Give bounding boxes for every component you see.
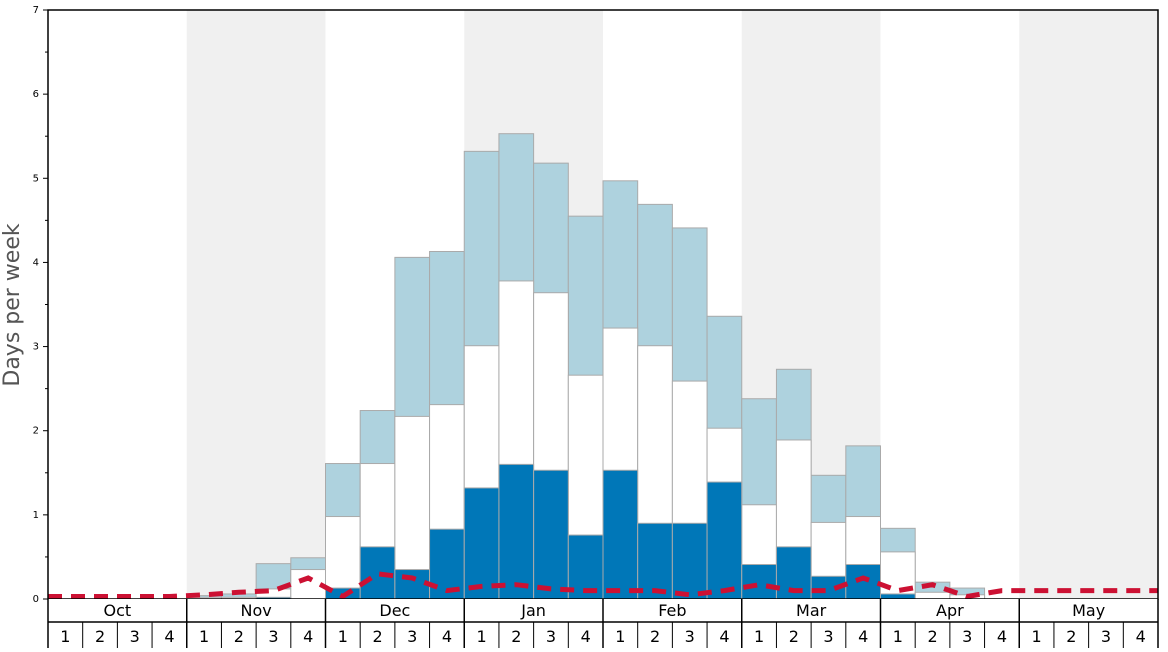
week-label-nov-4: 4 bbox=[303, 627, 313, 646]
week-label-dec-1: 1 bbox=[338, 627, 348, 646]
bar-lower-feb-1 bbox=[602, 469, 639, 600]
y-tick-label-3: 3 bbox=[33, 342, 39, 353]
week-label-apr-2: 2 bbox=[927, 627, 937, 646]
week-label-nov-1: 1 bbox=[199, 627, 209, 646]
week-label-feb-4: 4 bbox=[719, 627, 729, 646]
week-label-apr-3: 3 bbox=[962, 627, 972, 646]
y-tick-label-4: 4 bbox=[33, 257, 39, 268]
week-label-dec-4: 4 bbox=[442, 627, 452, 646]
y-tick-label-0: 0 bbox=[33, 594, 39, 605]
month-label-mar: Mar bbox=[796, 601, 827, 620]
y-tick-label-5: 5 bbox=[33, 173, 39, 184]
week-label-dec-3: 3 bbox=[407, 627, 417, 646]
bar-lower-mar-4 bbox=[845, 564, 881, 600]
bar-lower-apr-1 bbox=[880, 593, 916, 600]
week-label-jan-1: 1 bbox=[477, 627, 487, 646]
y-tick-label-1: 1 bbox=[33, 510, 39, 521]
bar-lower-jan-1 bbox=[463, 487, 500, 600]
week-label-dec-2: 2 bbox=[372, 627, 382, 646]
bar-lower-feb-4 bbox=[706, 481, 743, 600]
month-label-nov: Nov bbox=[241, 601, 272, 620]
x-axis: Oct 1 2 3 4 Nov 1 2 3 4 Dec 1 2 3 4 Jan 1 2 3 4 Feb 1 2 3 4 Mar 1 2… bbox=[47, 599, 1159, 648]
line-layer bbox=[48, 571, 1158, 600]
bar-middle-apr-1 bbox=[880, 551, 916, 600]
y-tick-label-2: 2 bbox=[33, 426, 39, 437]
y-axis-label: Days per week bbox=[0, 223, 25, 386]
bar-middle-dec-3 bbox=[394, 415, 431, 600]
bars-layer bbox=[186, 133, 986, 600]
bar-middle-dec-1 bbox=[325, 516, 361, 600]
month-band-nov bbox=[186, 10, 326, 599]
week-label-feb-2: 2 bbox=[650, 627, 660, 646]
bar-lower-jan-2 bbox=[498, 463, 535, 600]
week-label-nov-3: 3 bbox=[268, 627, 278, 646]
bar-middle-apr-2 bbox=[914, 591, 951, 600]
week-label-oct-2: 2 bbox=[95, 627, 105, 646]
month-label-may: May bbox=[1072, 601, 1105, 620]
week-label-oct-4: 4 bbox=[164, 627, 174, 646]
week-label-may-3: 3 bbox=[1101, 627, 1111, 646]
week-label-may-1: 1 bbox=[1032, 627, 1042, 646]
bar-lower-jan-3 bbox=[533, 469, 569, 600]
bar-lower-mar-1 bbox=[741, 564, 777, 600]
month-band-may bbox=[1019, 10, 1158, 599]
week-label-mar-1: 1 bbox=[754, 627, 764, 646]
week-label-oct-1: 1 bbox=[60, 627, 70, 646]
week-label-apr-4: 4 bbox=[997, 627, 1007, 646]
week-label-mar-4: 4 bbox=[858, 627, 868, 646]
y-tick-label-7: 7 bbox=[33, 5, 39, 16]
y-tick-label-6: 6 bbox=[33, 89, 39, 100]
week-label-feb-1: 1 bbox=[615, 627, 625, 646]
month-label-apr: Apr bbox=[936, 601, 964, 620]
week-label-jan-4: 4 bbox=[581, 627, 591, 646]
month-label-jan: Jan bbox=[520, 601, 546, 620]
week-label-may-2: 2 bbox=[1066, 627, 1076, 646]
week-label-nov-2: 2 bbox=[234, 627, 244, 646]
y-axis: 0 1 2 3 4 5 6 7 bbox=[33, 5, 48, 605]
month-label-feb: Feb bbox=[658, 601, 686, 620]
bar-lower-feb-3 bbox=[671, 522, 708, 600]
month-label-oct: Oct bbox=[104, 601, 132, 620]
bar-lower-feb-2 bbox=[637, 522, 673, 600]
week-label-jan-3: 3 bbox=[546, 627, 556, 646]
week-label-jan-2: 2 bbox=[511, 627, 521, 646]
week-label-mar-2: 2 bbox=[789, 627, 799, 646]
week-label-may-4: 4 bbox=[1136, 627, 1146, 646]
series-line bbox=[48, 571, 1158, 600]
week-label-mar-3: 3 bbox=[823, 627, 833, 646]
week-label-oct-3: 3 bbox=[130, 627, 140, 646]
month-label-dec: Dec bbox=[379, 601, 410, 620]
week-label-apr-1: 1 bbox=[893, 627, 903, 646]
week-label-feb-3: 3 bbox=[685, 627, 695, 646]
